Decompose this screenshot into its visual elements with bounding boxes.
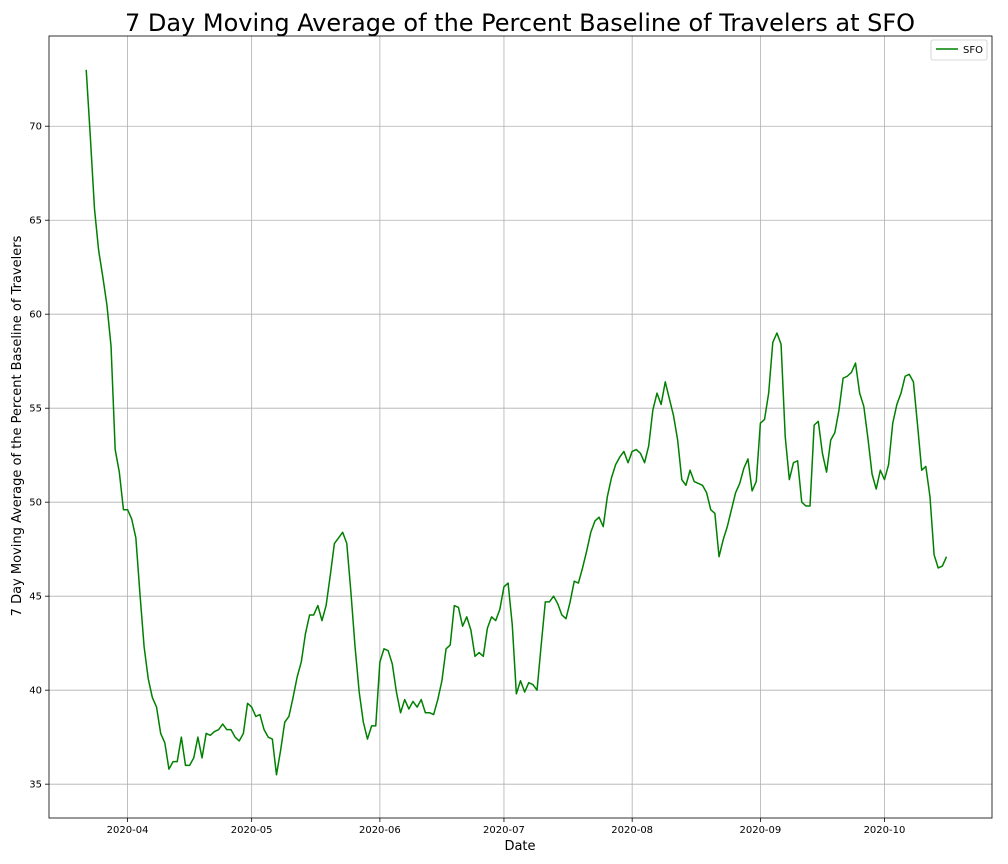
y-tick-label: 65 <box>29 216 42 227</box>
x-tick-label: 2020-05 <box>231 825 273 836</box>
legend-box <box>930 39 988 61</box>
plot-frame <box>48 35 993 819</box>
grid-layer <box>49 36 992 818</box>
x-tick-label: 2020-06 <box>359 825 401 836</box>
y-tick-label: 50 <box>29 498 42 509</box>
y-tick-label: 70 <box>29 122 42 133</box>
axis-ticks: 2020-04 2020-05 2020-06 2020-07 2020-08 2020-… <box>29 122 905 836</box>
y-tick-label: 60 <box>29 310 42 321</box>
chart-title: 7 Day Moving Average of the Percent Base… <box>125 9 915 37</box>
x-axis-label: Date <box>504 839 535 854</box>
plot-area <box>85 69 948 776</box>
y-tick-label: 40 <box>29 686 42 697</box>
x-tick-label: 2020-09 <box>739 825 781 836</box>
legend-label-sfo: SFO <box>963 45 983 56</box>
y-tick-label: 35 <box>29 780 42 791</box>
legend: SFO <box>930 39 988 61</box>
x-tick-label: 2020-04 <box>107 825 149 836</box>
y-tick-label: 55 <box>29 404 42 415</box>
y-axis-label: 7 Day Moving Average of the Percent Base… <box>10 235 25 616</box>
y-tick-label: 45 <box>29 592 42 603</box>
series-line-sfo <box>85 69 948 776</box>
x-tick-label: 2020-08 <box>611 825 653 836</box>
x-tick-label: 2020-10 <box>864 825 906 836</box>
x-tick-label: 2020-07 <box>483 825 525 836</box>
